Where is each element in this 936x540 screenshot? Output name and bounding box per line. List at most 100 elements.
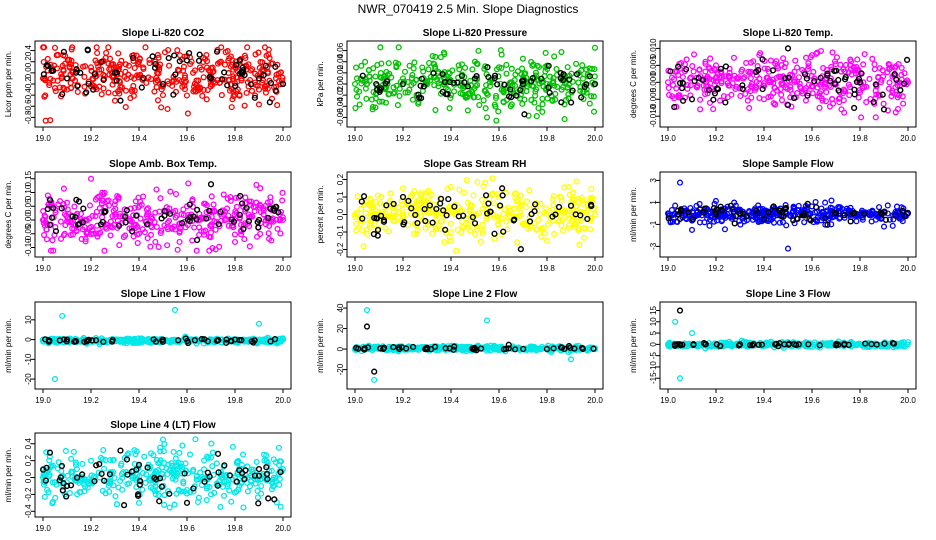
data-point-black <box>73 196 80 203</box>
data-point-black <box>60 48 68 55</box>
data-point <box>734 75 742 82</box>
data-point <box>101 189 108 196</box>
y-tick-label: -0.6 <box>24 99 33 113</box>
data-point-black <box>899 207 906 214</box>
data-point <box>372 104 379 111</box>
data-point <box>197 469 204 476</box>
data-point <box>804 65 812 73</box>
data-point <box>900 100 907 107</box>
data-point <box>752 84 759 91</box>
data-point <box>717 68 724 75</box>
data-point <box>52 88 59 95</box>
data-point-black <box>377 345 384 352</box>
data-point <box>128 225 135 232</box>
data-point-black <box>545 62 552 69</box>
data-point <box>279 197 286 204</box>
data-point-black <box>149 53 156 60</box>
data-point <box>591 73 598 80</box>
data-point <box>55 459 62 466</box>
data-point-black <box>255 472 263 479</box>
data-point-black <box>677 342 684 349</box>
data-point <box>886 79 893 86</box>
data-point <box>103 337 110 344</box>
data-point-black <box>454 79 461 86</box>
data-point-black <box>471 75 479 82</box>
data-point <box>40 58 47 66</box>
data-point <box>153 223 160 230</box>
data-point <box>240 222 247 229</box>
x-tick-label: 20.0 <box>275 396 291 405</box>
data-point-black <box>226 472 233 479</box>
data-point-black <box>485 73 492 81</box>
data-point-black <box>129 228 136 235</box>
data-point <box>385 60 392 67</box>
data-point <box>532 69 539 76</box>
data-point <box>189 468 196 475</box>
data-point <box>514 239 521 246</box>
data-point <box>183 92 190 99</box>
data-point <box>172 455 179 462</box>
data-point <box>451 88 458 95</box>
data-point <box>82 63 89 70</box>
data-point-black <box>591 80 599 88</box>
data-point-black <box>108 338 116 345</box>
data-point-black <box>201 336 208 343</box>
data-point <box>666 91 673 99</box>
data-point <box>366 224 373 231</box>
data-point <box>207 491 215 498</box>
data-point-black <box>121 213 129 221</box>
data-point <box>252 92 259 99</box>
data-point <box>270 474 277 481</box>
data-point <box>702 58 709 65</box>
data-point <box>743 217 750 224</box>
data-point-black <box>450 79 457 87</box>
data-point <box>526 187 533 194</box>
data-point-black <box>207 181 215 188</box>
data-point-black <box>98 470 105 477</box>
data-point <box>182 78 189 85</box>
data-point <box>489 175 496 182</box>
data-point <box>118 57 125 64</box>
data-point <box>358 226 366 234</box>
data-point-black <box>782 75 789 82</box>
data-point <box>390 84 397 91</box>
x-tick-label: 20.0 <box>275 134 291 143</box>
data-point <box>118 471 125 478</box>
data-point <box>819 214 826 221</box>
data-point-black <box>870 98 877 106</box>
data-point <box>480 97 487 104</box>
data-point-black <box>100 338 107 345</box>
data-point <box>142 44 149 51</box>
data-point <box>672 202 679 209</box>
data-point <box>362 58 369 65</box>
data-point <box>125 62 132 69</box>
data-point-black <box>491 72 499 79</box>
data-point-black <box>187 214 194 221</box>
data-point <box>877 79 885 86</box>
data-point <box>575 79 582 86</box>
data-point <box>404 89 411 96</box>
data-point <box>683 56 690 63</box>
data-point <box>410 65 417 72</box>
data-point-black <box>849 210 856 217</box>
data-point <box>856 89 864 96</box>
data-point <box>438 218 446 225</box>
data-point <box>818 205 825 212</box>
data-point-black <box>49 214 56 221</box>
data-point <box>133 339 140 346</box>
data-point-black <box>183 57 191 64</box>
data-point <box>565 224 572 232</box>
data-point <box>129 88 136 95</box>
data-point <box>146 56 153 63</box>
data-point-black <box>77 69 84 76</box>
x-tick-label: 19.0 <box>660 134 676 143</box>
x-tick-label: 19.4 <box>443 264 459 273</box>
data-point <box>482 105 489 112</box>
data-point-black <box>196 51 203 58</box>
data-point-black <box>437 195 445 202</box>
data-point <box>46 453 53 460</box>
data-point <box>668 74 676 81</box>
data-point-black <box>206 207 213 214</box>
data-point <box>261 336 268 343</box>
chart-title: Slope Line 2 Flow <box>433 289 518 300</box>
